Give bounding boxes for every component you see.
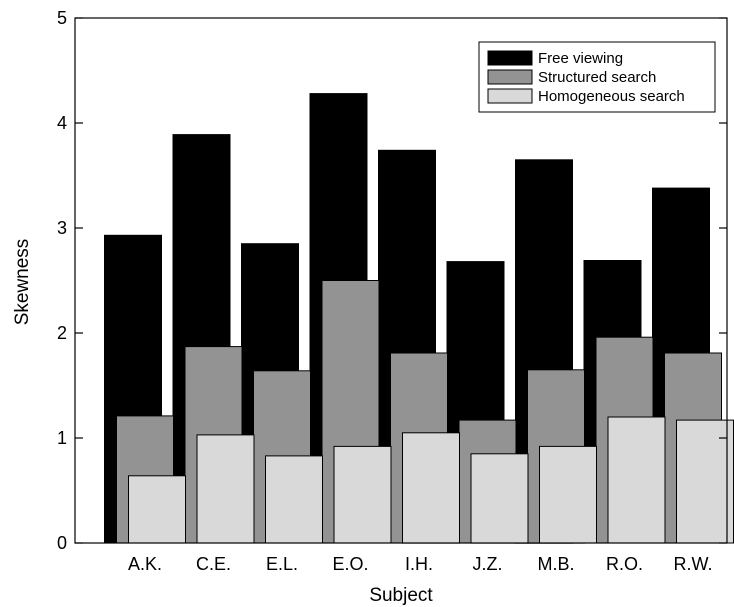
x-tick-label-m-b: M.B.: [537, 554, 574, 574]
y-tick-label: 4: [57, 113, 67, 133]
bar-homogeneous-search-c-e: [196, 434, 255, 544]
y-axis-label: Skewness: [12, 239, 33, 326]
y-tick-label: 5: [57, 8, 67, 28]
bar-homogeneous-search-i-h: [402, 432, 460, 544]
bar-homogeneous-search-e-o: [333, 445, 392, 544]
y-ticks-layer: 0 1 2 3 4 5: [57, 8, 727, 553]
x-tick-label-r-o: R.O.: [606, 554, 643, 574]
y-tick-label: 0: [57, 533, 67, 553]
bar-homogeneous-search-a-k: [128, 475, 186, 544]
x-axis-label: Subject: [369, 585, 433, 606]
x-tick-label-c-e: C.E.: [196, 554, 231, 574]
axes-frame: [74, 17, 728, 544]
legend-label-homogeneous-search: Homogeneous search: [538, 88, 685, 105]
y-tick-label: 3: [57, 218, 67, 238]
x-tick-label-e-l: E.L.: [266, 554, 298, 574]
bar-homogeneous-search-r-o: [607, 416, 666, 544]
bar-homogeneous-search-m-b: [539, 445, 597, 544]
legend-swatch-free-viewing: [487, 50, 533, 66]
bar-homogeneous-search-e-l: [265, 455, 323, 544]
x-tick-label-r-w: R.W.: [674, 554, 713, 574]
legend-label-structured-search: Structured search: [538, 69, 656, 86]
y-tick-label: 1: [57, 428, 67, 448]
x-tick-label-a-k: A.K.: [128, 554, 162, 574]
legend-swatch-homogeneous-search: [487, 88, 533, 104]
x-tick-label-i-h: I.H.: [405, 554, 433, 574]
legend-label-free-viewing: Free viewing: [538, 50, 623, 67]
x-tick-label-e-o: E.O.: [332, 554, 368, 574]
x-tick-labels-layer: A.K. C.E. E.L. E.O. I.H. J.Z. M.B. R.O. R.W.: [128, 554, 713, 574]
bar-homogeneous-search-j-z: [470, 453, 529, 544]
bars-layer: [104, 93, 734, 544]
y-tick-label: 2: [57, 323, 67, 343]
legend: Free viewing Structured search Homogeneous…: [478, 41, 716, 113]
x-tick-label-j-z: J.Z.: [473, 554, 503, 574]
bar-homogeneous-search-r-w: [676, 419, 734, 544]
legend-swatch-structured-search: [487, 69, 533, 85]
